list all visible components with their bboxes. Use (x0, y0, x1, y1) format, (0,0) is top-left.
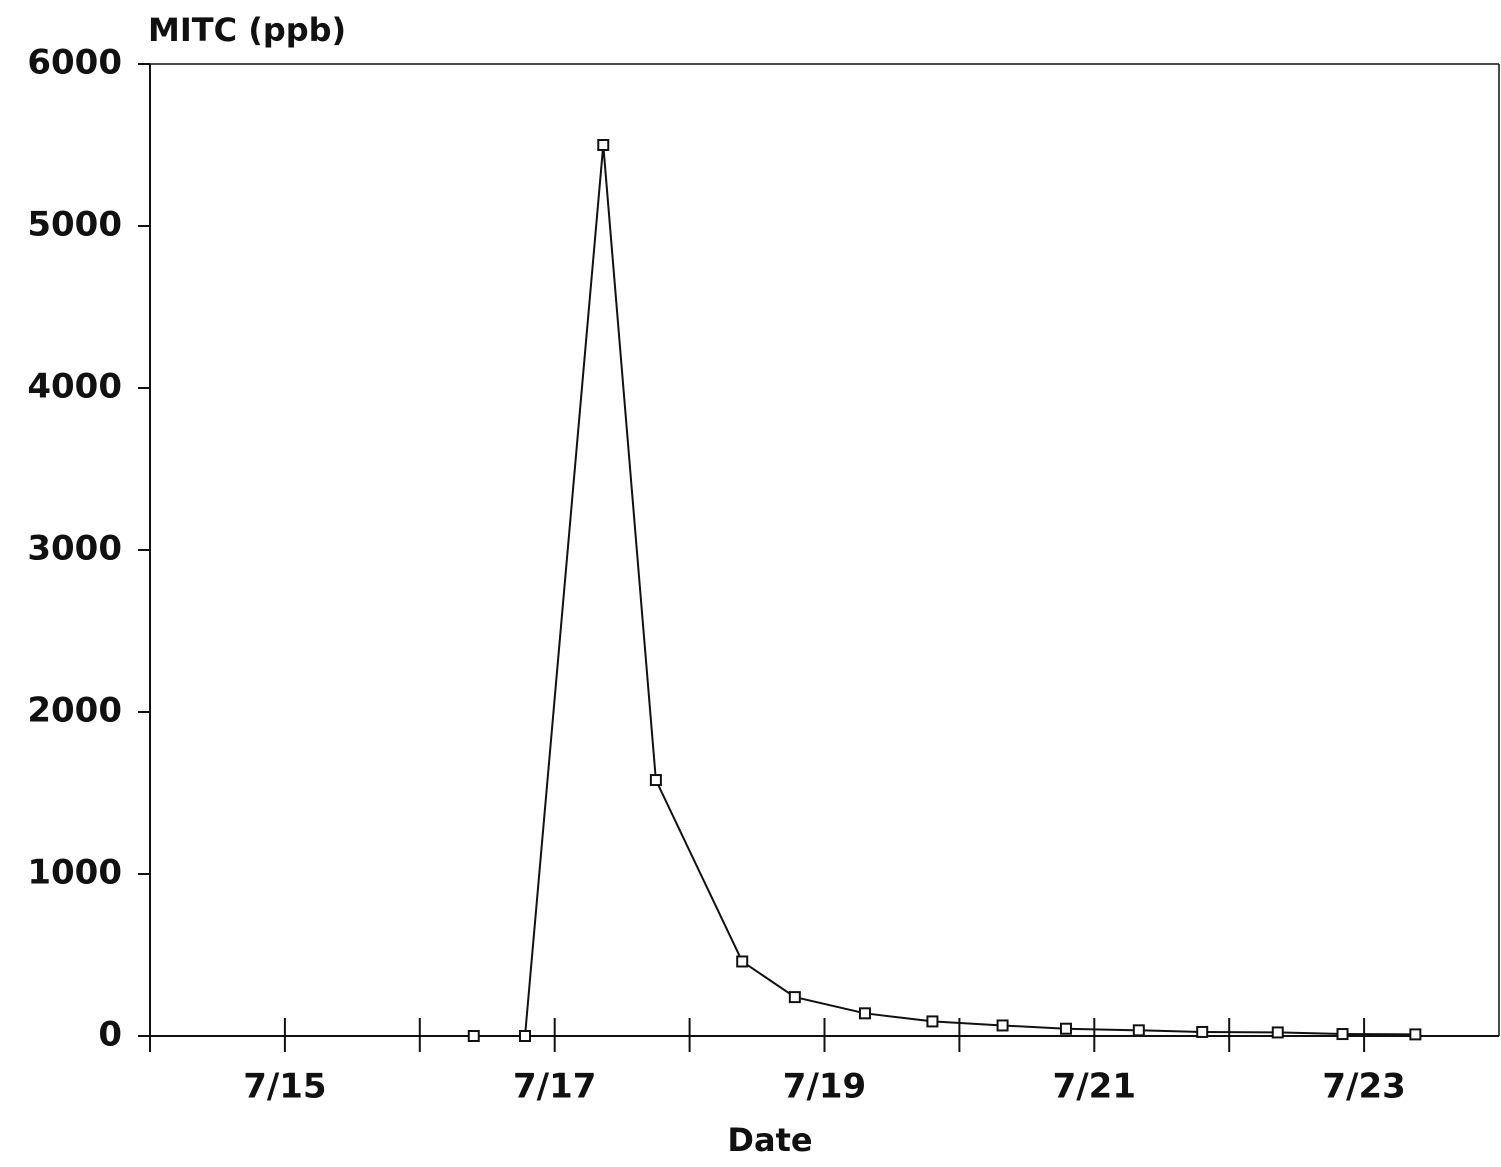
data-point (926, 1015, 939, 1028)
data-point (1132, 1024, 1145, 1037)
y-tick-label: 1000 (27, 853, 122, 893)
series-line (473, 144, 1416, 1037)
y-tick-label: 2000 (27, 691, 122, 731)
y-tick-label: 0 (98, 1015, 122, 1055)
data-point (467, 1030, 480, 1042)
x-tick-label: 7/23 (1322, 1067, 1405, 1107)
data-point (858, 1007, 871, 1020)
x-tick-label: 7/15 (243, 1067, 326, 1107)
data-point (1271, 1026, 1284, 1039)
x-tick-label: 7/17 (513, 1067, 596, 1107)
data-point (1336, 1028, 1349, 1041)
data-point (519, 1030, 532, 1042)
y-tick-label: 3000 (27, 529, 122, 569)
data-point (597, 139, 610, 151)
y-tick-label: 5000 (27, 205, 122, 245)
data-point (649, 774, 662, 787)
data-point (1059, 1022, 1072, 1035)
data-point (788, 991, 801, 1004)
x-tick-label: 7/21 (1053, 1067, 1136, 1107)
x-axis-title: Date (727, 1121, 812, 1159)
data-point (1409, 1028, 1422, 1041)
y-tick-label: 6000 (27, 43, 122, 83)
data-point (996, 1019, 1009, 1032)
data-point (1196, 1025, 1209, 1038)
data-point (736, 955, 749, 968)
x-tick-label: 7/19 (783, 1067, 866, 1107)
y-axis-title: MITC (ppb) (148, 11, 346, 49)
y-tick-label: 4000 (27, 367, 122, 407)
